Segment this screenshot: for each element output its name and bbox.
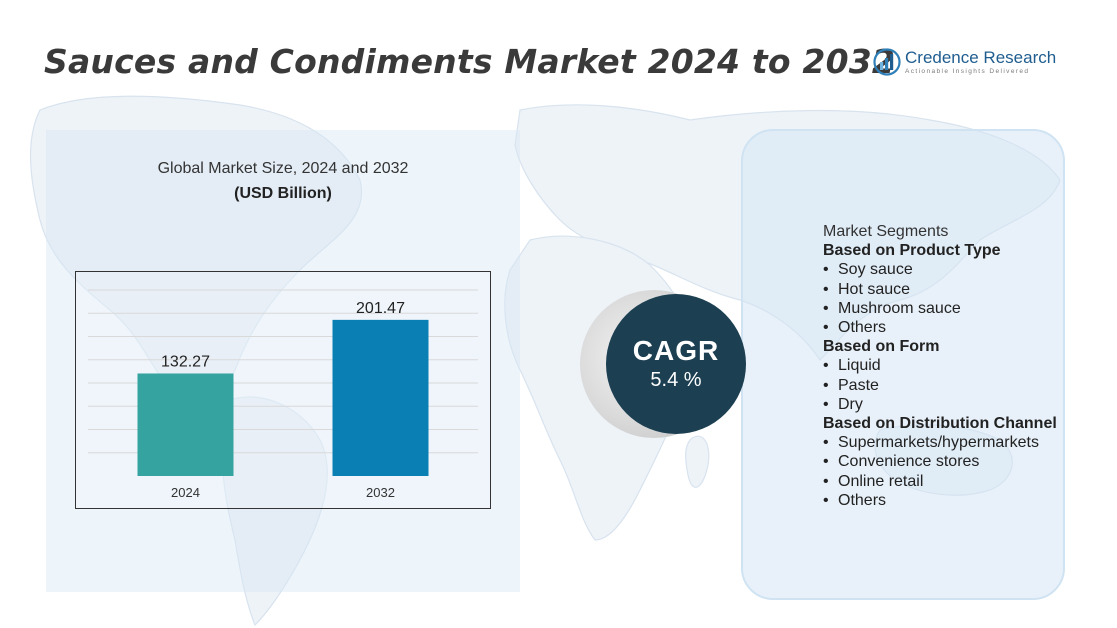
chart-unit-label: (USD Billion): [234, 185, 332, 202]
segment-item: • Paste: [823, 376, 1057, 395]
segment-item: • Liquid: [823, 356, 1057, 375]
segment-item: • Convenience stores: [823, 452, 1057, 471]
segment-item: • Others: [823, 318, 1057, 337]
segment-item: • Supermarkets/hypermarkets: [823, 433, 1057, 452]
data-label-2032: 201.47: [356, 300, 405, 317]
segment-item-label: Others: [838, 319, 887, 337]
category-label-2024: 2024: [171, 485, 200, 500]
segment-group-title: Based on Product Type: [823, 242, 1001, 260]
bullet-icon: •: [823, 434, 829, 452]
segment-item-label: Supermarkets/hypermarkets: [838, 434, 1039, 452]
segment-item-label: Convenience stores: [838, 453, 980, 471]
bar-2024: [137, 373, 234, 476]
bar-chart-canvas: 132.27 2024 201.47 2032: [88, 289, 478, 500]
segment-item-label: Online retail: [838, 472, 924, 490]
segment-item-label: Soy sauce: [838, 261, 913, 279]
page-title: Sauces and Condiments Market 2024 to 203…: [44, 42, 896, 81]
bullet-icon: •: [823, 280, 829, 298]
bullet-icon: •: [823, 453, 829, 471]
logo: Credence Research Actionable Insights De…: [873, 48, 1056, 76]
segment-group-title: Based on Form: [823, 338, 940, 356]
segment-item-label: Dry: [838, 395, 863, 413]
logo-tagline: Actionable Insights Delivered: [905, 67, 1030, 75]
market-segments: Market Segments Based on Product Type • S…: [823, 222, 1057, 510]
cagr-label: CAGR: [632, 335, 720, 366]
bullet-icon: •: [823, 299, 829, 317]
segment-item: • Dry: [823, 395, 1057, 414]
segment-item: • Mushroom sauce: [823, 299, 1057, 318]
chart-heading: Global Market Size, 2024 and 2032: [157, 160, 409, 177]
bullet-icon: •: [823, 376, 829, 394]
segment-item: • Online retail: [823, 472, 1057, 491]
segment-item-label: Liquid: [838, 357, 881, 375]
segment-item-label: Hot sauce: [838, 280, 911, 298]
segment-item: • Others: [823, 491, 1057, 510]
segment-item: • Soy sauce: [823, 260, 1057, 279]
bullet-icon: •: [823, 319, 829, 337]
cagr-badge: CAGR 5.4 %: [606, 294, 746, 434]
bar-chart-logo-icon: [873, 48, 901, 76]
logo-name: Credence Research: [905, 47, 1057, 67]
bullet-icon: •: [823, 472, 829, 490]
data-label-2024: 132.27: [161, 353, 210, 370]
category-label-2032: 2032: [366, 485, 395, 500]
segment-item-label: Mushroom sauce: [838, 299, 961, 317]
chart-panel: [46, 130, 520, 592]
segment-item-label: Paste: [838, 376, 879, 394]
bar-chart: 132.27 2024 201.47 2032: [75, 271, 491, 509]
segment-item: • Hot sauce: [823, 280, 1057, 299]
bar-2032: [332, 319, 429, 476]
bullet-icon: •: [823, 261, 829, 279]
bullet-icon: •: [823, 491, 829, 509]
segments-title: Market Segments: [823, 223, 949, 240]
bullet-icon: •: [823, 357, 829, 375]
cagr-value: 5.4 %: [650, 369, 702, 391]
segment-item-label: Others: [838, 491, 887, 509]
bullet-icon: •: [823, 395, 829, 413]
segment-group-title: Based on Distribution Channel: [823, 415, 1057, 433]
